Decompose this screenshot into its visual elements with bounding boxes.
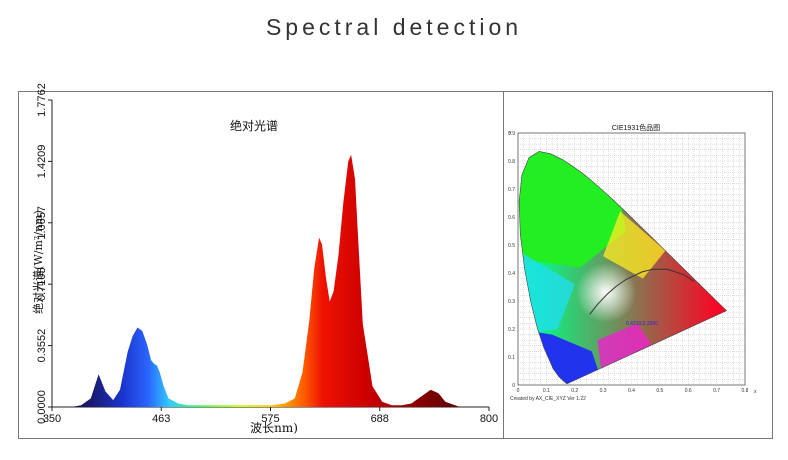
cie-y-tick-label: 0.3 xyxy=(508,299,515,305)
cie-x-tick-label: 0.1 xyxy=(543,388,550,394)
cie-x-tick-label: 0.8 xyxy=(742,388,749,394)
cie-y-tick-label: 0.8 xyxy=(508,159,515,165)
cie-planckian-locus xyxy=(589,268,695,315)
cie-x-tick-label: 0.3 xyxy=(600,388,607,394)
cie-y-label: y xyxy=(509,130,512,136)
spectrum-y-tick-label: 1.0657 xyxy=(36,206,48,240)
cie-y-tick-label: 0 xyxy=(512,383,515,389)
cie-x-tick-label: 0.5 xyxy=(656,388,663,394)
spectrum-x-tick-label: 575 xyxy=(261,413,279,425)
cie-y-tick-label: 0.9 xyxy=(508,131,515,137)
spectrum-x-tick-label: 350 xyxy=(43,413,61,425)
chart-frame xyxy=(18,91,773,439)
cie-y-tick-label: 0.4 xyxy=(508,271,515,277)
cie-annotation: 0.4210,0.3390 xyxy=(626,321,658,327)
cie-gamut-yellow xyxy=(603,211,666,279)
cie-x-label: x xyxy=(754,389,757,395)
cie-x-tick-label: 0.2 xyxy=(571,388,578,394)
spectrum-y-tick-label: 0.0000 xyxy=(36,390,48,424)
spectrum-y-tick-label: 0.3552 xyxy=(36,329,48,363)
page-title: Spectral detection xyxy=(265,14,523,40)
cie-x-tick-label: 0.6 xyxy=(685,388,692,394)
spectrum-x-tick-label: 463 xyxy=(152,413,170,425)
cie-gamut-white xyxy=(575,262,636,323)
cie-x-tick-label: 0 xyxy=(517,388,520,394)
cie-y-tick-label: 0.6 xyxy=(508,215,515,221)
spectrum-y-tick-label: 0.7105 xyxy=(36,267,48,301)
panel-divider xyxy=(503,91,504,439)
spectrum-y-tick-label: 1.4209 xyxy=(36,145,48,179)
spectrum-y-label: 绝对光谱(W/m²/nm) xyxy=(31,210,45,314)
cie-spectral-locus xyxy=(518,151,728,384)
spectrum-y-tick-label: 1.7762 xyxy=(36,83,48,117)
cie-y-tick-label: 0.7 xyxy=(508,187,515,193)
cie-y-tick-label: 0.1 xyxy=(508,355,515,361)
cie-y-tick-label: 0.2 xyxy=(508,327,515,333)
cie-x-tick-label: 0.4 xyxy=(628,388,635,394)
spectrum-title: 绝对光谱 xyxy=(230,118,278,133)
cie-y-tick-label: 0.5 xyxy=(508,243,515,249)
spectrum-x-label: 波长nm) xyxy=(250,421,298,435)
spectrum-x-tick-label: 800 xyxy=(480,413,498,425)
cie-title: CIE1931色品图 xyxy=(612,123,660,132)
spectrum-x-tick-label: 688 xyxy=(371,413,389,425)
cie-x-tick-label: 0.7 xyxy=(713,388,720,394)
cie-footer: Created by AX_CIE_XYZ Ver 1.22 xyxy=(510,396,586,402)
